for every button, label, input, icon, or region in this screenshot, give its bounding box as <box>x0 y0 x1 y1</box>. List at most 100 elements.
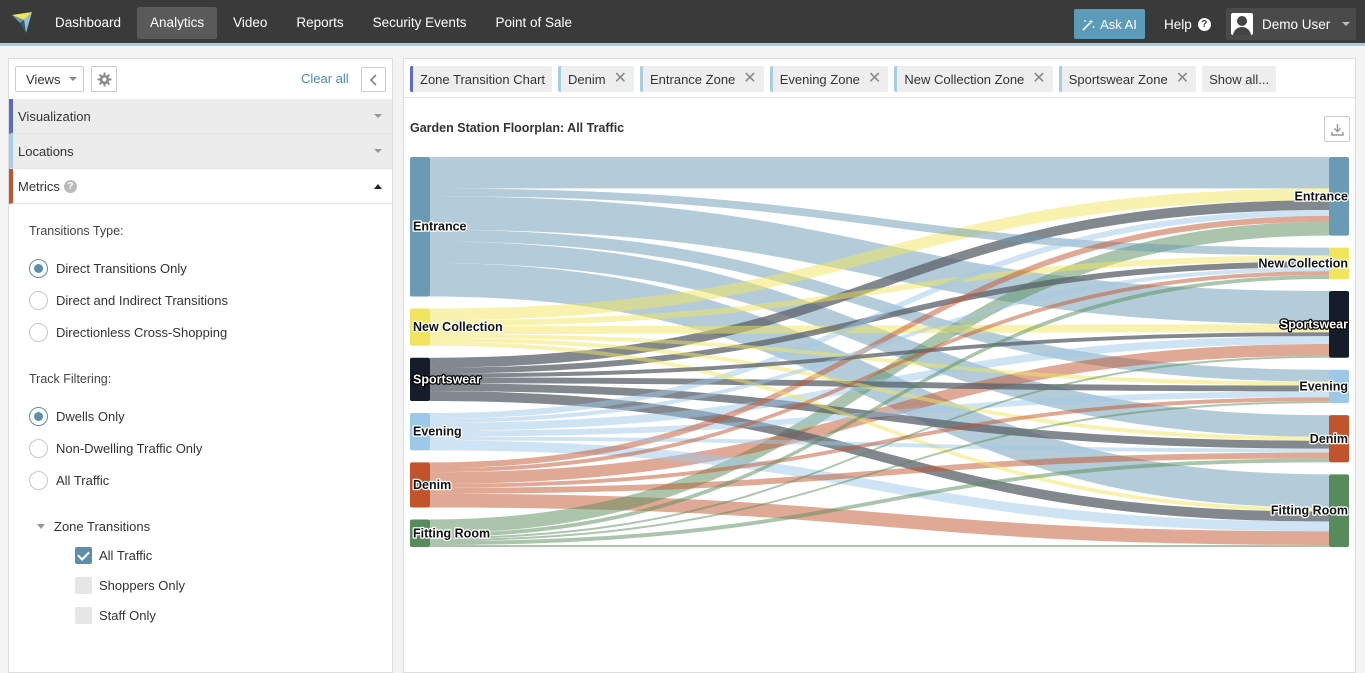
filter-chip[interactable]: Denim ✕ <box>558 66 634 92</box>
flow-new-collection-to-denim[interactable] <box>430 337 1329 441</box>
zone-transitions-option[interactable]: Shoppers Only <box>75 577 185 594</box>
target-node-label: Sportswear <box>1280 317 1348 331</box>
close-icon[interactable]: ✕ <box>1175 70 1190 87</box>
close-icon[interactable]: ✕ <box>867 70 882 87</box>
zone-transition-sankey[interactable]: Entrance New Collection Sportswear Evening D… <box>404 59 1355 672</box>
info-icon[interactable]: ? <box>63 179 77 193</box>
flow-evening-to-fitting-room[interactable] <box>430 440 1329 532</box>
radio-button[interactable] <box>29 471 48 490</box>
flow-denim-to-evening[interactable] <box>430 397 1329 488</box>
radio-button[interactable] <box>29 407 48 426</box>
target-node-fitting-room[interactable] <box>1329 474 1349 547</box>
track-filtering-option[interactable]: Dwells Only <box>29 407 125 426</box>
settings-button[interactable] <box>91 66 117 92</box>
filter-chip[interactable]: New Collection Zone ✕ <box>894 66 1053 92</box>
flow-sportswear-to-fitting-room[interactable] <box>430 391 1329 522</box>
flow-new-collection-to-entrance[interactable] <box>430 188 1329 321</box>
close-icon[interactable]: ✕ <box>1032 70 1046 87</box>
flow-entrance-to-new-collection[interactable] <box>430 188 1329 256</box>
track-filtering-option-label: Non-Dwelling Traffic Only <box>56 441 203 456</box>
flow-denim-to-new-collection[interactable] <box>430 271 1329 473</box>
flow-sportswear-to-sportswear[interactable] <box>430 332 1329 378</box>
filter-chip[interactable]: Sportswear Zone ✕ <box>1058 66 1197 92</box>
zone-transitions-toggle[interactable]: Zone Transitions <box>37 519 150 534</box>
app-logo-icon[interactable] <box>10 11 34 35</box>
track-filtering-option[interactable]: Non-Dwelling Traffic Only <box>29 439 202 458</box>
clear-all-link[interactable]: Clear all <box>301 71 349 86</box>
transitions-type-option[interactable]: Direct Transitions Only <box>29 259 187 278</box>
radio-button[interactable] <box>29 439 48 458</box>
flow-new-collection-to-sportswear[interactable] <box>430 324 1329 334</box>
section-metrics[interactable]: Metrics ? <box>9 169 392 204</box>
radio-button[interactable] <box>29 323 48 342</box>
section-visualization[interactable]: Visualization <box>9 99 392 134</box>
flow-entrance-to-denim[interactable] <box>430 241 1329 437</box>
filter-chip-label: Zone Transition Chart <box>420 71 546 87</box>
flow-sportswear-to-entrance[interactable] <box>430 200 1329 368</box>
source-node-entrance[interactable] <box>410 157 430 297</box>
target-node-new-collection[interactable] <box>1329 247 1349 279</box>
target-node-sportswear[interactable] <box>1329 291 1349 358</box>
flow-entrance-to-entrance[interactable] <box>430 157 1329 189</box>
nav-item-point-of-sale[interactable]: Point of Sale <box>495 15 573 30</box>
flow-fitting-room-to-entrance[interactable] <box>430 221 1329 534</box>
filter-chip[interactable]: Entrance Zone ✕ <box>640 66 764 92</box>
flow-fitting-room-to-denim[interactable] <box>430 458 1329 546</box>
flow-evening-to-entrance[interactable] <box>430 210 1329 419</box>
source-node-new-collection[interactable] <box>410 308 430 346</box>
source-node-sportswear[interactable] <box>410 357 430 401</box>
source-node-fitting-room[interactable] <box>410 519 430 548</box>
views-dropdown[interactable]: Views <box>15 66 84 92</box>
source-node-denim[interactable] <box>410 462 430 508</box>
zone-transitions-option[interactable]: Staff Only <box>75 607 156 624</box>
zone-transitions-label: Zone Transitions <box>54 519 151 534</box>
flow-new-collection-to-evening[interactable] <box>430 334 1329 386</box>
show-all-button[interactable]: Show all... <box>1202 66 1277 92</box>
checkbox[interactable] <box>75 607 92 624</box>
transitions-type-option[interactable]: Direct and Indirect Transitions <box>29 291 228 310</box>
chevron-down-icon <box>1342 22 1351 26</box>
close-icon[interactable]: ✕ <box>743 70 757 87</box>
help-menu[interactable]: Help ? <box>1164 9 1211 39</box>
ask-ai-button[interactable]: Ask AI <box>1074 9 1145 39</box>
zone-transitions-option[interactable]: All Traffic <box>75 547 152 564</box>
filter-chip[interactable]: Zone Transition Chart <box>410 66 553 92</box>
close-icon[interactable]: ✕ <box>613 70 627 87</box>
flow-evening-to-evening[interactable] <box>430 391 1329 437</box>
flow-fitting-room-to-evening[interactable] <box>430 401 1329 542</box>
flow-fitting-room-to-fitting-room[interactable] <box>430 545 1329 547</box>
zone-transitions-option-label: Shoppers Only <box>99 578 185 593</box>
flow-sportswear-to-evening[interactable] <box>430 377 1329 392</box>
flow-fitting-room-to-new-collection[interactable] <box>430 275 1329 538</box>
flow-new-collection-to-fitting-room[interactable] <box>430 341 1329 512</box>
target-node-evening[interactable] <box>1329 369 1349 404</box>
flow-new-collection-to-new-collection[interactable] <box>430 255 1329 327</box>
collapse-sidebar-button[interactable] <box>361 67 386 92</box>
flow-entrance-to-evening[interactable] <box>430 229 1329 382</box>
filter-chip[interactable]: Evening Zone ✕ <box>769 66 889 92</box>
nav-item-video[interactable]: Video <box>233 15 268 30</box>
target-node-denim[interactable] <box>1329 415 1349 463</box>
radio-button[interactable] <box>29 291 48 310</box>
flow-denim-to-denim[interactable] <box>430 452 1329 494</box>
user-menu[interactable]: Demo User <box>1226 8 1356 40</box>
chevron-down-icon <box>374 149 382 153</box>
flow-evening-to-new-collection[interactable] <box>430 267 1329 423</box>
nav-item-dashboard[interactable]: Dashboard <box>55 15 122 30</box>
radio-button[interactable] <box>29 259 48 278</box>
checkbox[interactable] <box>75 547 92 564</box>
track-filtering-option[interactable]: All Traffic <box>29 471 109 490</box>
track-filtering-option-label: All Traffic <box>56 473 110 488</box>
nav-item-reports[interactable]: Reports <box>296 15 344 30</box>
chevron-down-icon <box>69 77 78 81</box>
nav-item-security-events[interactable]: Security Events <box>372 15 467 30</box>
flow-denim-to-entrance[interactable] <box>430 215 1329 469</box>
section-locations[interactable]: Locations <box>9 134 392 169</box>
flow-fitting-room-to-sportswear[interactable] <box>430 355 1329 540</box>
nav-item-analytics[interactable]: Analytics <box>137 7 218 39</box>
transitions-type-option[interactable]: Directionless Cross-Shopping <box>29 323 227 342</box>
target-node-entrance[interactable] <box>1329 157 1349 236</box>
source-node-evening[interactable] <box>410 413 430 451</box>
download-button[interactable] <box>1324 116 1350 142</box>
checkbox[interactable] <box>75 577 92 594</box>
